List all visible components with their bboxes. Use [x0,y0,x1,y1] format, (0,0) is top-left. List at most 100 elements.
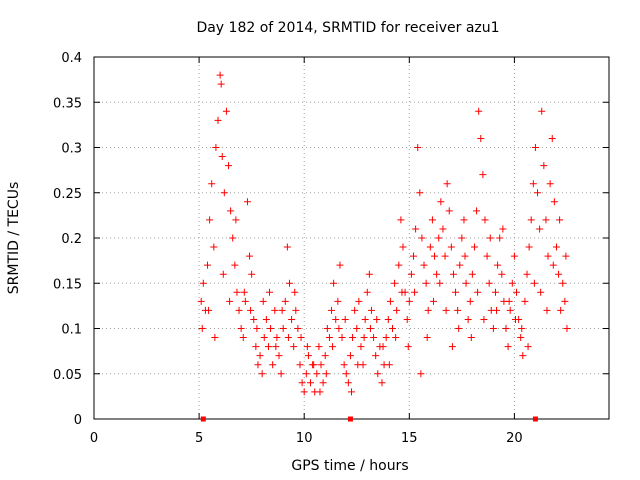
data-point [355,297,363,305]
data-point [198,325,206,332]
data-point [370,334,378,342]
y-axis-label: SRMTID / TECUs [6,182,22,295]
data-point [411,288,419,296]
x-tick-label: 0 [90,431,98,446]
data-point [521,297,529,305]
data-point [494,261,502,269]
data-point [330,279,338,287]
data-point [562,252,570,260]
data-point [235,306,243,314]
data-point [275,352,283,360]
axis-marker [347,416,353,422]
plot-frame [93,56,610,420]
data-point [485,279,493,287]
data-point [206,216,214,224]
data-point [417,370,425,378]
data-point [391,279,399,287]
data-point [247,306,255,314]
data-point [563,325,571,332]
data-point [403,315,411,323]
data-point [269,361,277,369]
data-point [252,343,260,351]
data-point [246,252,254,260]
y-tick-label: 0.25 [53,187,82,202]
data-point [462,279,470,287]
data-point [241,297,249,305]
data-point [429,297,437,305]
data-point [456,261,464,269]
data-point [506,306,514,314]
data-point [304,352,312,360]
data-point [561,297,569,305]
data-point [216,71,224,79]
data-point [467,334,475,342]
data-point [260,334,268,342]
data-point [315,343,323,351]
data-point [341,315,349,323]
data-point [240,288,248,296]
data-point [470,243,478,251]
data-point [433,270,441,278]
data-point [271,306,279,314]
data-point [329,343,337,351]
data-point [480,315,488,323]
data-point [220,189,228,197]
data-point [273,334,281,342]
data-point [214,116,222,124]
data-point [397,216,405,224]
data-point [473,207,481,215]
data-point [542,216,550,224]
data-point [373,315,381,323]
data-point [267,325,275,332]
data-point [212,144,220,151]
data-point [428,216,436,224]
data-point [365,270,373,278]
data-point [557,306,565,314]
data-point [431,252,439,260]
data-point [344,379,352,387]
data-point [424,306,432,314]
data-point [445,207,453,215]
data-point [290,343,298,351]
data-point [372,352,380,360]
data-point [414,144,422,151]
data-point [524,343,532,351]
data-point [259,297,267,305]
data-point [211,334,219,342]
data-point [248,270,256,278]
data-point [474,288,482,296]
data-point [226,297,234,305]
data-point [498,270,506,278]
data-point [232,216,240,224]
data-point [555,270,563,278]
data-point [460,216,468,224]
data-point [382,334,390,342]
data-point [423,334,431,342]
data-point [325,334,333,342]
data-point [256,352,264,360]
y-tick-label: 0.1 [61,323,82,338]
data-point [538,107,546,115]
x-tick-label: 20 [506,431,523,446]
data-point [513,288,521,296]
data-point [334,297,342,305]
data-point [436,279,444,287]
data-point [556,216,564,224]
data-point [366,325,374,332]
y-tick-label: 0.4 [61,51,82,66]
data-point [233,288,241,296]
data-point [549,261,557,269]
data-point [231,261,239,269]
data-point [422,279,430,287]
y-tick-label: 0.2 [61,232,82,247]
data-point [531,144,539,151]
data-point [225,162,233,170]
data-point [272,343,280,351]
data-point [250,315,258,323]
data-point [384,315,392,323]
data-point [455,325,463,332]
data-point [285,279,293,287]
data-point [322,370,330,378]
data-point [229,234,237,242]
data-point [527,216,535,224]
